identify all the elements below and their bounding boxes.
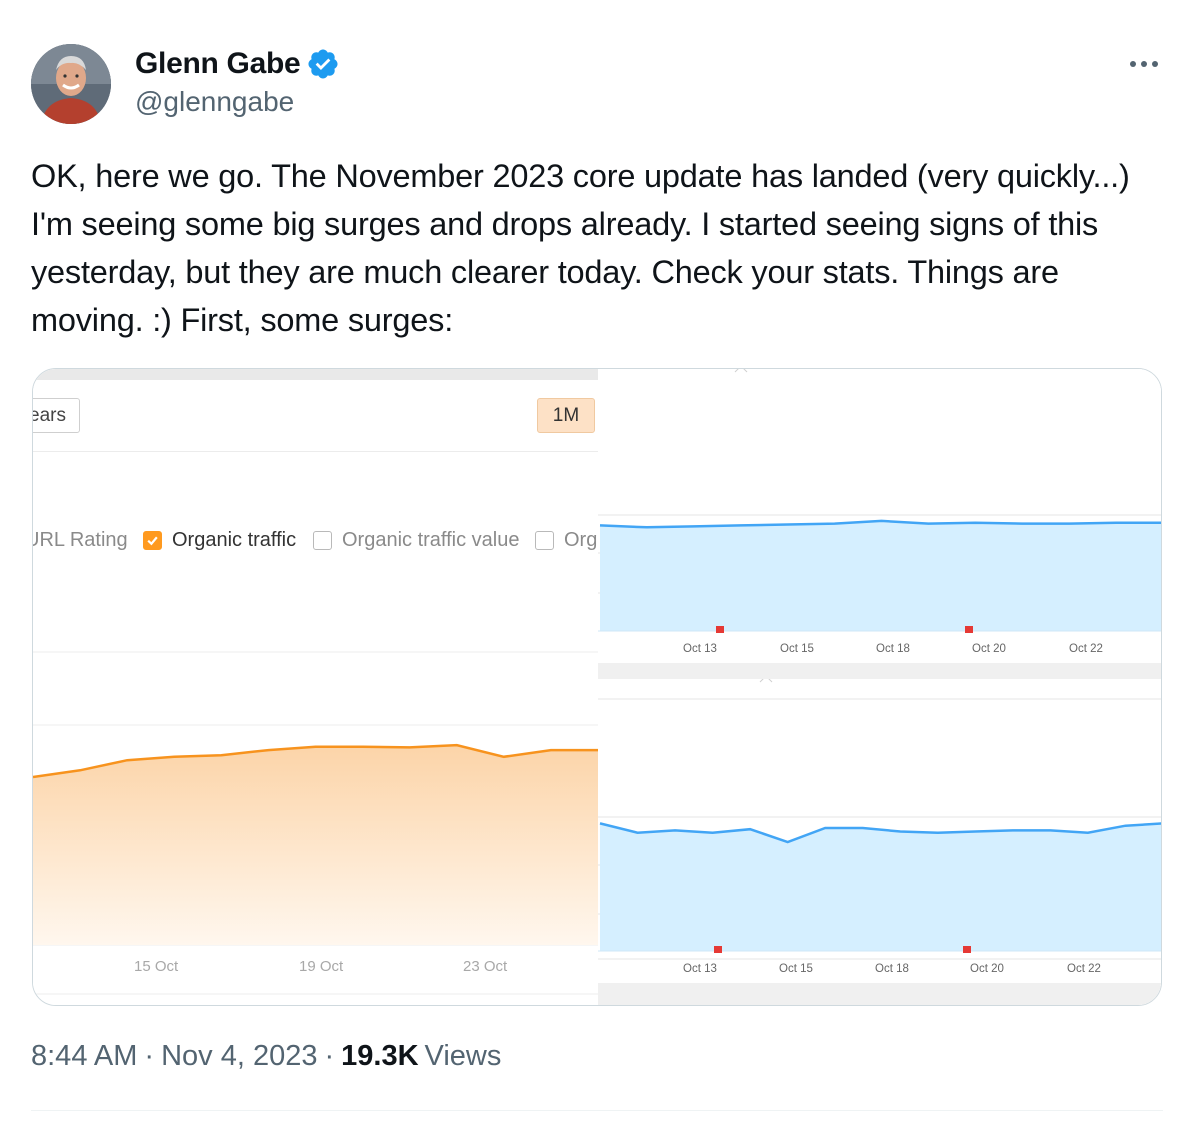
annotation-flag-icon [965,626,973,633]
left-chart-panel: ears 1M URL Rating Organic traffic Organ… [33,369,598,1005]
chart-legend: URL Rating Organic traffic Organic traff… [33,527,598,557]
checkbox-icon[interactable] [535,531,554,550]
right-bottom-line [599,822,1161,844]
x-tick-label: 19 Oct [299,958,344,975]
checkbox-icon[interactable] [313,531,332,550]
tweet-time[interactable]: 8:44 AM [31,1040,138,1072]
x-tick-label: Oct 15 [779,963,813,975]
annotation-flag-icon [714,946,722,953]
x-tick-label: Oct 13 [683,963,717,975]
right-bottom-area [600,823,1161,951]
legend-organic-traffic-value[interactable]: Organic traffic value [313,529,520,552]
display-name[interactable]: Glenn Gabe [135,47,301,80]
left-panel-topbar [33,369,598,380]
views-label: Views [424,1040,502,1072]
name-row: Glenn Gabe [135,44,340,84]
period-years-button[interactable]: ears [33,398,80,433]
tooltip-caret [759,679,773,683]
x-tick-label: Oct 15 [780,643,814,655]
x-tick-label: Oct 22 [1069,643,1103,655]
x-tick-label: Oct 20 [972,643,1006,655]
legend-label: Organic traffic value [342,529,520,551]
x-tick-label: Oct 20 [970,963,1004,975]
legend-label: URL Rating [33,529,128,551]
right-top-area [600,520,1161,631]
x-tick-label: Oct 13 [683,643,717,655]
annotation-flag-icon [963,946,971,953]
x-tick-label: 23 Oct [463,958,508,975]
x-tick-label: Oct 22 [1067,963,1101,975]
x-tick-label: 15 Oct [134,958,179,975]
checkbox-checked-icon[interactable] [143,531,162,550]
panel-footer [598,983,1161,1005]
legend-organic-traffic[interactable]: Organic traffic [143,529,296,552]
meta-separator: · [324,1040,335,1072]
avatar[interactable] [31,44,111,124]
tweet-date[interactable]: Nov 4, 2023 [161,1040,318,1072]
legend-org[interactable]: Org [535,529,597,552]
panel-footer [598,663,1161,679]
x-tick-label: Oct 18 [875,963,909,975]
tweet-media[interactable]: ears 1M URL Rating Organic traffic Organ… [32,368,1162,1006]
right-top-line [599,519,1161,529]
more-options-icon[interactable] [1124,50,1164,78]
meta-separator: · [144,1040,155,1072]
tooltip-caret [734,369,748,373]
tweet-meta: 8:44 AM · Nov 4, 2023 · 19.3K Views [31,1040,501,1073]
divider [33,451,598,452]
annotation-flag-icon [716,626,724,633]
tweet-text: OK, here we go. The November 2023 core u… [31,158,1130,338]
organic-traffic-area [33,745,598,945]
legend-url-rating[interactable]: URL Rating [33,529,128,552]
verified-badge-icon[interactable] [306,47,340,81]
views-count: 19.3K [341,1040,419,1072]
legend-label: Organic traffic [172,529,297,551]
x-tick-label: Oct 18 [876,643,910,655]
organic-traffic-chart: 15 Oct 19 Oct 23 Oct [33,651,598,995]
legend-label: Org [564,529,598,551]
bottom-divider [31,1110,1163,1111]
organic-traffic-line [33,743,598,779]
period-1m-button[interactable]: 1M [537,398,595,433]
handle[interactable]: @glenngabe [135,86,295,117]
